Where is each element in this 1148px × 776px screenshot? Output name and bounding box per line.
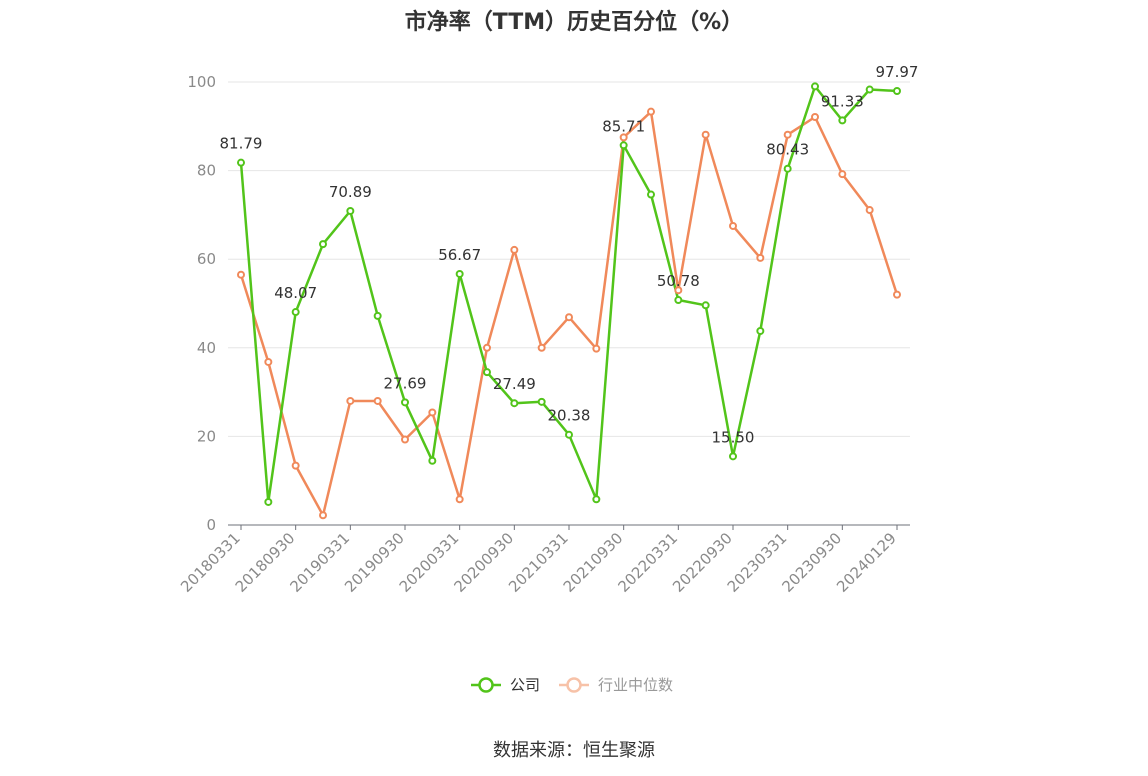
y-tick-label: 40 [197,339,216,357]
data-label: 91.33 [821,92,864,110]
data-label: 27.49 [493,375,536,393]
data-point [401,435,409,444]
y-tick-label: 0 [206,516,216,534]
y-tick-label: 100 [187,73,216,91]
data-point [319,511,327,520]
data-point [811,112,819,121]
data-point [373,311,382,320]
data-point [401,398,409,407]
y-tick-label: 20 [197,427,216,445]
data-point [565,430,573,439]
data-point [428,456,437,465]
data-point [237,270,245,279]
legend-label: 公司 [510,676,540,694]
data-point [674,286,683,295]
data-point [428,408,437,417]
legend-item: 行业中位数 [559,676,673,694]
legend-marker [478,677,494,693]
data-point [592,344,601,353]
data-point [729,452,737,461]
legend-label: 行业中位数 [598,676,673,694]
y-tick-label: 60 [197,250,216,268]
data-point [811,82,819,91]
grid-lines [228,81,910,437]
legend: 公司 行业中位数 [471,676,673,694]
data-point [701,130,710,139]
data-point [319,240,327,249]
data-point [729,221,737,230]
legend-marker [566,677,582,693]
data-label: 97.97 [876,63,919,81]
data-point [291,461,300,470]
data-point [756,326,765,335]
data-point [838,116,847,125]
data-source: 数据来源：恒生聚源 [493,740,655,761]
data-point [455,495,464,504]
data-point [674,296,683,305]
data-point [865,206,874,215]
data-point [701,301,710,310]
data-point [647,190,655,199]
data-label: 70.89 [329,183,372,201]
data-point [264,357,273,366]
data-label: 27.69 [384,374,427,392]
data-point [838,170,847,179]
data-labels: 81.79 48.07 70.89 27.69 56.67 27.49 20.38 85.71… [220,63,919,446]
data-point [537,397,546,406]
data-point [483,368,491,377]
data-point [893,290,901,299]
data-point [592,495,601,504]
chart-title: 市净率（TTM）历史百分位（%） [404,10,744,35]
data-point [510,245,519,254]
legend-item: 公司 [471,676,540,694]
data-point [455,269,464,278]
data-point [565,313,573,322]
data-point [893,86,901,95]
data-point [783,130,792,139]
data-point [756,253,765,262]
data-point [647,107,655,116]
y-tick-label: 80 [197,162,216,180]
data-point [346,206,355,215]
data-point [510,399,519,408]
data-label: 56.67 [438,246,481,264]
data-point [291,308,300,317]
data-label: 48.07 [274,284,317,302]
x-axis: 2018033120180930201903312019093020200331… [177,524,910,596]
data-label: 80.43 [766,141,809,159]
data-label: 81.79 [220,135,263,153]
y-axis-ticks: 0 20 40 60 80 100 [187,73,216,534]
data-point [373,396,382,405]
data-point [619,141,628,150]
data-point [537,343,546,352]
data-point [483,343,491,352]
data-point [619,133,628,142]
data-label: 20.38 [548,407,591,425]
x-tick-label: 20240129 [833,529,900,596]
data-label: 85.71 [602,117,645,135]
data-point [264,497,273,506]
data-point [346,396,355,405]
series-points [237,82,901,520]
data-point [865,85,874,94]
data-label: 50.78 [657,272,700,290]
data-point [237,158,245,167]
data-point [783,164,792,173]
data-label: 15.50 [712,428,755,446]
